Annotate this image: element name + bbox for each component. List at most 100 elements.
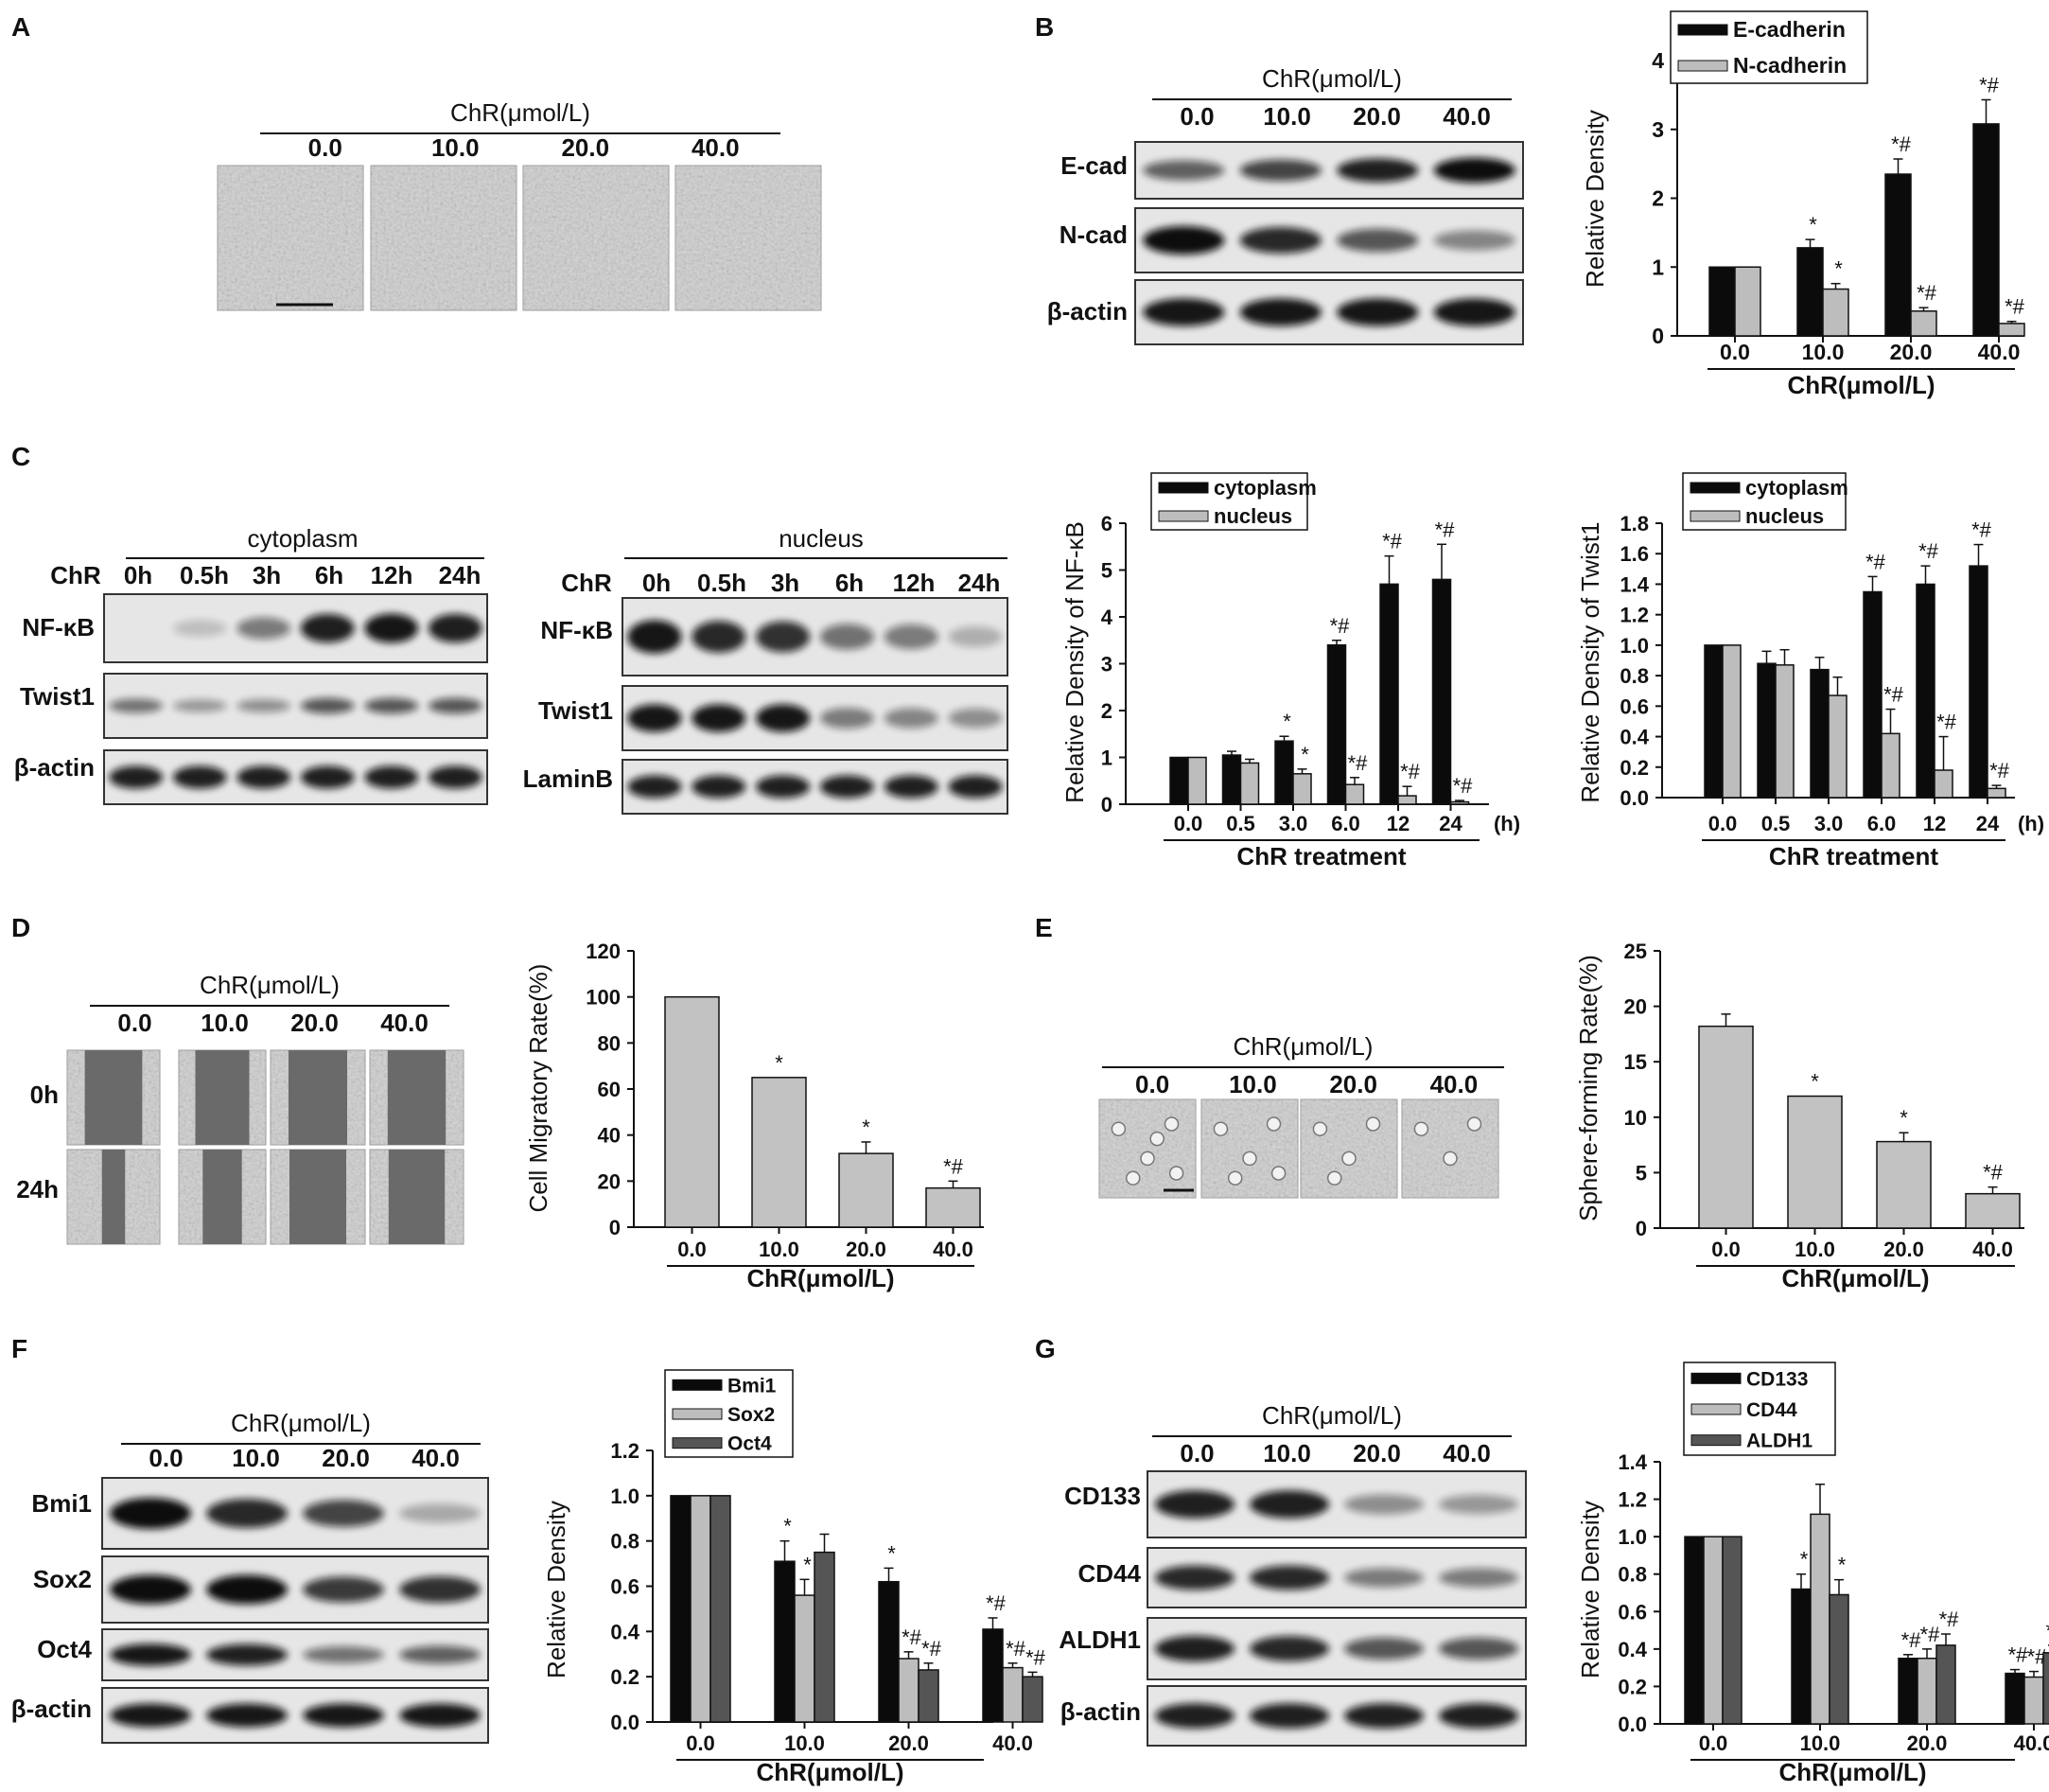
G-blot-cd133-band <box>1250 1490 1329 1519</box>
C-nuc-blot-nfkb-frame <box>622 597 1008 676</box>
C-cyto-blot-twist-band <box>109 698 164 713</box>
bar-ALDH1 <box>1722 1536 1743 1725</box>
y-tick-label: 1 <box>1652 255 1664 279</box>
legend-label: CD133 <box>1746 1368 1808 1390</box>
significance-label: *# <box>1983 1161 2004 1185</box>
bar-CD44 <box>1810 1513 1830 1725</box>
D-micrograph <box>178 1149 267 1245</box>
legend-label: nucleus <box>1214 504 1292 528</box>
B-header-title: ChR(μmol/L) <box>1262 64 1402 93</box>
y-tick-label: 0.2 <box>1618 1675 1647 1698</box>
E-header-label: 20.0 <box>1329 1070 1377 1098</box>
A-micrograph-texture <box>218 166 363 310</box>
C-cyto-time: 3h <box>253 561 281 589</box>
bar-cytoplasm <box>1916 583 1935 799</box>
D-scratch <box>289 1150 346 1244</box>
bar-CD44 <box>1917 1658 1937 1725</box>
x-tick-label: 24 <box>1976 812 2000 835</box>
C-nuc-blot-lamin <box>622 759 1008 815</box>
x-tick-label: 0.0 <box>1711 1238 1741 1261</box>
G-blot-cd44-band <box>1439 1568 1518 1588</box>
y-axis-title: Relative Density of NF-κB <box>1060 521 1089 803</box>
B-label-ecad: E-cad <box>1060 151 1128 180</box>
bar-E-cadherin <box>1972 123 2000 337</box>
E-micrograph-texture <box>1201 1099 1298 1198</box>
legend-swatch <box>672 1408 723 1420</box>
legend-swatch <box>1158 510 1209 522</box>
bar-E-cadherin <box>1884 173 1912 337</box>
F-blot-bmi1-band <box>303 1500 384 1527</box>
C-nuc-blot-nfkb <box>622 597 1008 676</box>
bar-E-cadherin <box>1708 266 1736 337</box>
bar-value <box>751 1077 807 1228</box>
C-nuc-nfkb: NF-κB <box>540 616 613 644</box>
y-tick-label: 0.0 <box>1620 786 1649 810</box>
A-micrograph-texture <box>371 166 517 310</box>
bar-nucleus <box>1775 664 1795 799</box>
bar-nucleus <box>1449 800 1470 805</box>
D-micrograph <box>369 1049 464 1146</box>
x-axis-title: ChR(μmol/L) <box>747 1264 895 1292</box>
E-sphere <box>1149 1131 1165 1147</box>
E-sphere <box>1213 1121 1229 1136</box>
significance-label: *# <box>1435 518 1456 541</box>
panel-letter-D: D <box>11 913 30 942</box>
x-tick-label: 0.5 <box>1761 812 1791 835</box>
significance-label: *# <box>1453 774 1474 798</box>
D-row-0h: 0h <box>30 1080 59 1109</box>
F-header-title: ChR(μmol/L) <box>231 1409 371 1437</box>
C-cyto-time: 0.5h <box>180 561 229 589</box>
F-header-label: 40.0 <box>412 1444 460 1472</box>
F-blot-actin <box>101 1687 489 1744</box>
C-nuc-blot-nfkb-band <box>627 620 682 654</box>
G-blot-actin-band <box>1155 1703 1235 1729</box>
B-blot-ecad <box>1134 141 1524 200</box>
C-nuc-blot-nfkb-band <box>884 624 938 650</box>
significance-label: * <box>1900 1106 1908 1130</box>
C-nuc-chr: ChR <box>561 569 612 597</box>
F-blot-actin-band <box>206 1703 288 1728</box>
legend-swatch <box>1158 482 1209 494</box>
C-nuc-blot-twist-band <box>756 704 811 732</box>
bar-value <box>1698 1025 1754 1229</box>
C-nuc-blot-nfkb-band <box>756 621 811 653</box>
F-blot-sox2-band <box>303 1576 384 1603</box>
bar-value <box>925 1186 981 1228</box>
bar-nucleus <box>1187 756 1207 805</box>
significance-label: *# <box>1989 759 2010 782</box>
y-tick-label: 2 <box>1101 699 1112 723</box>
x-tick-label: 0.0 <box>1708 812 1738 835</box>
C-nuc-time: 6h <box>835 569 864 597</box>
significance-label: * <box>1301 743 1309 766</box>
bar-nucleus <box>1344 783 1365 805</box>
C-cyto-blot-twist-band <box>236 699 291 712</box>
y-tick-label: 3 <box>1652 117 1664 142</box>
F-blot-actin-band <box>399 1703 481 1728</box>
E-header-label: 0.0 <box>1135 1070 1169 1098</box>
E-micrograph <box>1098 1098 1197 1199</box>
B-blot-ncad-band <box>1143 226 1225 255</box>
bar-cytoplasm <box>1757 662 1777 799</box>
bar-Bmi1 <box>982 1628 1004 1723</box>
y-tick-label: 0.2 <box>1620 756 1649 780</box>
significance-label: * <box>862 1116 870 1139</box>
G-blot-cd133-band <box>1344 1494 1424 1515</box>
panel-letter-E: E <box>1035 913 1053 942</box>
chart-C2: 0.0 0.2 0.4 0.6 0.8 1.0 1.2 1.4 1.6 1.8 0.0 0.5 3.0 6… <box>1576 472 2044 870</box>
bar-ALDH1 <box>1829 1593 1849 1725</box>
bar-cytoplasm <box>1704 644 1724 799</box>
y-tick-label: 0.8 <box>1620 664 1649 688</box>
y-tick-label: 1.0 <box>610 1485 639 1508</box>
legend-label: cytoplasm <box>1214 476 1317 500</box>
y-axis-title: Relative Density <box>1576 1501 1604 1678</box>
F-blot-oct4-band <box>303 1646 384 1663</box>
G-header-label: 20.0 <box>1353 1439 1401 1467</box>
y-tick-label: 4 <box>1101 606 1113 629</box>
F-blot-sox2-band <box>206 1574 288 1605</box>
F-blot-actin-band <box>303 1703 384 1728</box>
x-tick-label: 0.0 <box>1174 812 1203 835</box>
bar-Bmi1 <box>878 1580 900 1723</box>
x-axis-title: ChR(μmol/L) <box>757 1758 904 1786</box>
bar-cytoplasm <box>1379 583 1399 805</box>
